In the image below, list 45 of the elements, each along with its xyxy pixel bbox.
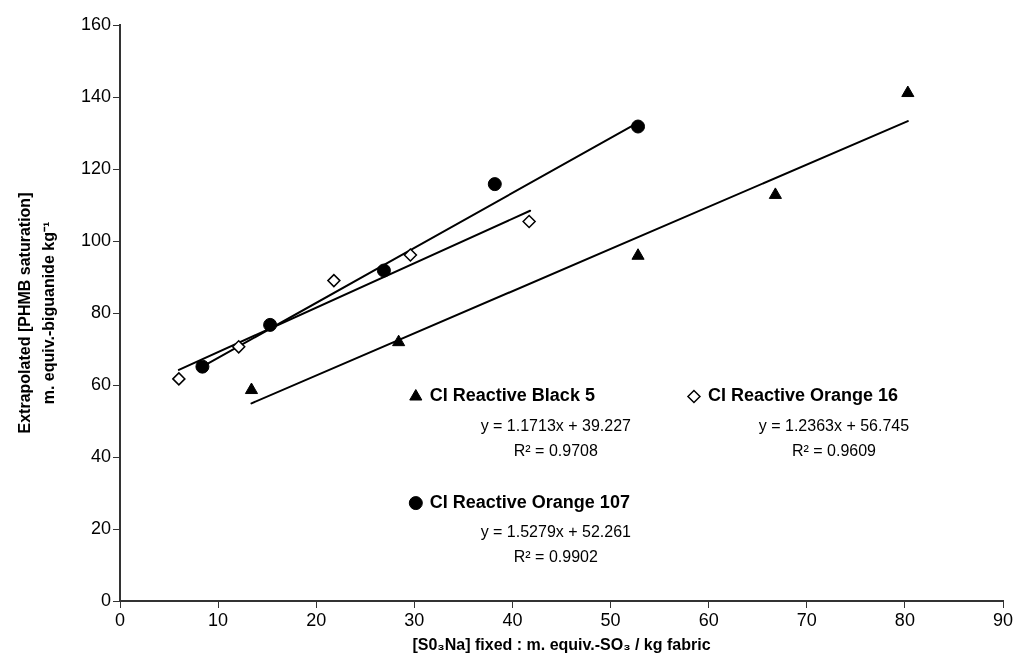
y-tick-label: 100 [80,229,111,250]
annotation: R² = 0.9708 [513,441,598,459]
y-axis-title: Extrapolated [PHMB saturation] m. equiv.-biguanide kg⁻¹ [16,192,58,434]
x-tick-label: 20 [306,609,327,630]
x-tick-label: 60 [698,609,719,630]
y-tick-label: 140 [80,85,111,106]
x-tick-label: 90 [992,609,1014,630]
annotation: y = 1.5279x + 52.261 [480,523,632,541]
point [631,119,646,134]
point [172,372,186,386]
annotation: R² = 0.9609 [791,441,877,459]
x-tick-label: 10 [208,609,229,630]
point [487,177,502,192]
point [327,273,341,288]
y-tick-label: 0 [100,589,111,610]
y-tick-label: 40 [90,445,111,466]
x-tick-label: 0 [114,609,126,630]
point [768,187,782,199]
legend-label: CI Reactive Black 5 [429,385,595,406]
x-axis-title: [S0₃Na] fixed : m. equiv.-SO₃ / kg fabric [412,636,711,654]
legend-label: CI Reactive Orange 16 [707,385,899,406]
x-tick-label: 80 [894,609,915,630]
point [231,340,246,354]
y-tick-label: 160 [80,13,111,34]
y-tick-label: 120 [80,157,111,178]
legend-label: CI Reactive Orange 107 [429,492,630,513]
point [403,248,418,262]
y-tick-label: 60 [90,373,111,394]
point [522,214,536,229]
y-tick-label: 80 [90,301,111,322]
point [244,382,259,395]
x-tick-label: 50 [600,609,621,630]
y-tick-label: 20 [90,517,111,538]
point [195,359,210,374]
point [631,248,645,260]
x-tick-label: 70 [796,609,817,630]
annotation: y = 1.1713x + 39.227 [480,416,632,434]
x-tick-label: 30 [404,609,425,630]
annotation: R² = 0.9902 [513,548,598,566]
point [392,334,406,347]
point [376,263,391,278]
point [263,317,278,332]
point [901,85,915,98]
x-tick-label: 40 [502,609,523,630]
annotation: y = 1.2363x + 56.745 [758,416,910,434]
